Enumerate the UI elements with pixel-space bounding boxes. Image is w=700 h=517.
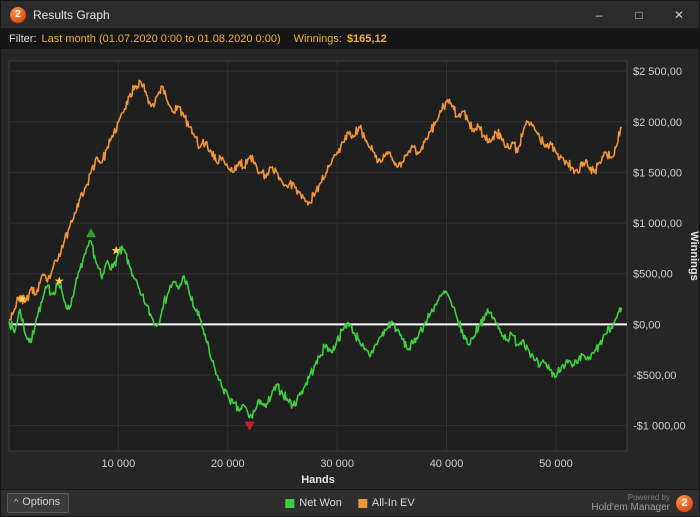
legend-item-net-won: Net Won [285, 497, 342, 509]
x-tick-label: 30 000 [320, 458, 354, 470]
caret-up-icon: ^ [14, 496, 19, 507]
x-tick-label: 50 000 [539, 458, 573, 470]
y-tick-label: $2 500,00 [633, 66, 682, 78]
y-tick-label: $2 000,00 [633, 117, 682, 129]
star-marker-icon: ★ [54, 274, 65, 288]
y-tick-label: $1 500,00 [633, 167, 682, 179]
window-title: Results Graph [33, 7, 110, 22]
footer-bar: ^ Options Net Won All-In EV Powered by H… [1, 489, 699, 516]
y-tick-label: $0,00 [633, 319, 661, 331]
y-tick-label: -$1 000,00 [633, 421, 686, 433]
y-tick-label: $1 000,00 [633, 218, 682, 230]
plot-area [8, 60, 628, 452]
all-in-ev-swatch-icon [357, 498, 367, 508]
y-tick-label: $500,00 [633, 269, 673, 281]
down-arrow-marker-icon [244, 421, 255, 431]
all-in-ev-legend-label: All-In EV [371, 497, 415, 509]
powered-by-block: Powered by Hold'em Manager 2 [591, 493, 693, 514]
chart-region: ★ ★ ★ $2 500,00 $2 000,00 $1 500,00 $1 000,00 $… [1, 49, 699, 489]
close-button[interactable]: ✕ [659, 1, 699, 28]
powered-by-text: Powered by [627, 492, 670, 502]
window-controls: – □ ✕ [579, 1, 699, 28]
x-tick-label: 20 000 [211, 458, 245, 470]
filter-label: Filter: [9, 33, 37, 45]
y-tick-label: -$500,00 [633, 370, 676, 382]
legend-item-all-in-ev: All-In EV [357, 497, 415, 509]
net-won-swatch-icon [285, 498, 295, 508]
filter-value[interactable]: Last month (01.07.2020 0:00 to 01.08.202… [41, 33, 281, 45]
series-all-in-ev [8, 79, 623, 321]
app-logo-icon: 2 [10, 6, 26, 23]
net-won-legend-label: Net Won [299, 497, 342, 509]
options-button-label: Options [22, 496, 61, 509]
title-bar[interactable]: 2 Results Graph – □ ✕ [1, 1, 699, 29]
chart-legend: Net Won All-In EV [285, 497, 415, 509]
maximize-button[interactable]: □ [619, 1, 659, 28]
filter-bar[interactable]: Filter: Last month (01.07.2020 0:00 to 0… [1, 29, 699, 49]
series-net-won [8, 239, 623, 419]
y-axis-title: Winnings [688, 231, 699, 280]
up-arrow-marker-icon [86, 228, 97, 238]
x-tick-label: 10 000 [102, 458, 136, 470]
minimize-button[interactable]: – [579, 1, 619, 28]
x-tick-label: 40 000 [430, 458, 464, 470]
brand-name: Hold'em Manager [591, 501, 670, 513]
holdem-manager-logo-icon: 2 [676, 494, 693, 512]
x-axis-title: Hands [301, 474, 335, 486]
star-marker-icon: ★ [111, 243, 122, 257]
winnings-label: Winnings: [293, 33, 342, 45]
options-button[interactable]: ^ Options [7, 493, 70, 513]
results-chart: ★ ★ ★ $2 500,00 $2 000,00 $1 500,00 $1 000,00 $… [8, 60, 699, 486]
winnings-value: $165,12 [346, 33, 387, 45]
star-marker-icon: ★ [17, 292, 28, 306]
